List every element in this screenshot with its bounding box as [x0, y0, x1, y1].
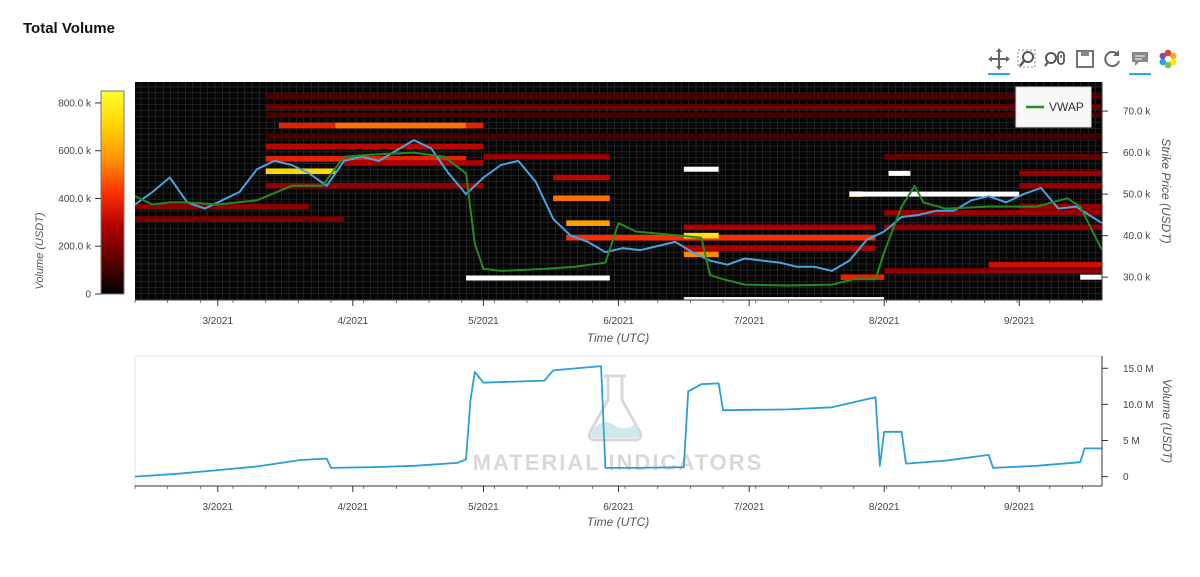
box-zoom-tool-icon: [1017, 49, 1036, 68]
colorbar-tick-label: 600.0 k: [58, 146, 92, 157]
bokeh-logo[interactable]: [1155, 46, 1181, 72]
heatmap-cell[interactable]: [988, 261, 1102, 268]
heatmap-cell[interactable]: [335, 122, 467, 129]
volume-line-chart: 3/2021 4/2021 5/2021 6/2021 7/2021 8/2021 9/20…: [134, 355, 1174, 529]
x-tick-label: 4/2021: [337, 502, 368, 513]
heatmap-cell[interactable]: [265, 93, 1102, 100]
pan-tool-icon: [988, 48, 1010, 70]
heatmap-level-segment[interactable]: [683, 297, 885, 302]
x-tick-label: 3/2021: [202, 316, 233, 327]
heatmap-level-segment[interactable]: [888, 170, 911, 176]
heatmap-chart: 3/2021 4/2021 5/2021 6/2021 7/2021 8/2021 9/20…: [134, 82, 1173, 345]
save-tool[interactable]: [1072, 46, 1098, 72]
heatmap-cell[interactable]: [683, 232, 719, 239]
watermark: MATERIAL INDICATORS: [473, 374, 764, 475]
y-tick-label: 10.0 M: [1123, 400, 1154, 411]
heatmap-level-segment[interactable]: [849, 191, 1020, 197]
legend-label-vwap: VWAP: [1049, 100, 1084, 114]
x-tick-label: 7/2021: [734, 316, 765, 327]
volume-y-label: Volume (USDT): [1160, 379, 1174, 463]
x-tick-label: 9/2021: [1004, 316, 1035, 327]
volume-chart-background: [134, 355, 1103, 487]
y-tick-label: 30.0 k: [1123, 273, 1151, 284]
chart-title: Total Volume: [23, 20, 115, 37]
x-tick-label: 5/2021: [468, 502, 499, 513]
volume-line[interactable]: [135, 365, 1102, 478]
heatmap-cell[interactable]: [483, 153, 610, 160]
y-tick-label: 50.0 k: [1123, 190, 1151, 201]
heatmap-cell[interactable]: [135, 203, 310, 210]
heatmap-cell[interactable]: [265, 183, 484, 189]
heatmap-cell[interactable]: [566, 234, 876, 241]
flask-logo-icon: [587, 374, 643, 442]
heatmap-cell[interactable]: [265, 104, 1102, 110]
wheel-zoom-tool-icon: [1044, 51, 1065, 67]
heatmap-cell[interactable]: [683, 224, 876, 231]
heatmap-level-segment[interactable]: [466, 275, 610, 281]
heatmap-x-label: Time (UTC): [587, 331, 650, 345]
watermark-text: MATERIAL INDICATORS: [473, 450, 764, 475]
colorbar: 0 200.0 k 400.0 k 600.0 k 800.0 k Volume (US…: [34, 90, 125, 301]
heatmap-cell[interactable]: [553, 195, 610, 202]
heatmap-level-segment[interactable]: [683, 166, 719, 172]
heatmap-y-label: Strike Price (USDT): [1159, 138, 1173, 243]
heatmap-level-segment[interactable]: [1080, 274, 1102, 280]
x-tick-label: 9/2021: [1004, 502, 1035, 513]
bokeh-logo-icon: [1159, 49, 1177, 69]
heatmap-cell[interactable]: [884, 210, 1102, 216]
heatmap-cell[interactable]: [553, 174, 610, 181]
reset-tool-icon: [1104, 50, 1120, 68]
heatmap-cell[interactable]: [683, 245, 876, 251]
volume-x-label: Time (UTC): [587, 515, 650, 529]
colorbar-label: Volume (USDT): [34, 212, 46, 290]
x-tick-label: 6/2021: [603, 502, 634, 513]
heatmap-cell[interactable]: [683, 251, 719, 258]
heatmap-cell[interactable]: [265, 112, 1102, 119]
y-tick-label: 60.0 k: [1123, 148, 1151, 159]
x-tick-label: 4/2021: [337, 316, 368, 327]
x-tick-label: 8/2021: [869, 502, 900, 513]
heatmap-cell[interactable]: [344, 160, 484, 166]
y-tick-label: 70.0 k: [1123, 107, 1151, 118]
x-tick-label: 8/2021: [869, 316, 900, 327]
heatmap-cell[interactable]: [265, 133, 1102, 139]
heatmap-cell[interactable]: [840, 274, 885, 280]
heatmap-cell[interactable]: [1019, 183, 1102, 189]
y-tick-label: 0: [1123, 472, 1129, 483]
heatmap-cell[interactable]: [566, 220, 610, 226]
heatmap-cell[interactable]: [265, 168, 336, 175]
colorbar-gradient: [100, 90, 125, 295]
y-tick-label: 15.0 M: [1123, 364, 1154, 375]
heatmap-cell[interactable]: [265, 143, 484, 150]
x-tick-label: 7/2021: [734, 502, 765, 513]
reset-tool[interactable]: [1099, 46, 1125, 72]
pan-tool[interactable]: [986, 46, 1012, 75]
x-tick-label: 6/2021: [603, 316, 634, 327]
heatmap-cell[interactable]: [884, 153, 1102, 160]
hover-tool-icon: [1132, 52, 1148, 66]
box-zoom-tool[interactable]: [1014, 46, 1040, 72]
legend[interactable]: VWAP: [1015, 86, 1092, 128]
colorbar-tick-label: 800.0 k: [58, 98, 92, 109]
price-line[interactable]: [135, 139, 1102, 272]
x-tick-label: 3/2021: [202, 502, 233, 513]
heatmap-cell[interactable]: [1019, 203, 1102, 210]
save-tool-icon: [1076, 50, 1094, 68]
colorbar-tick-label: 200.0 k: [58, 242, 92, 253]
x-tick-label: 5/2021: [468, 316, 499, 327]
y-tick-label: 5 M: [1123, 436, 1140, 447]
chart-toolbar: [984, 46, 1184, 75]
heatmap-cell[interactable]: [265, 156, 467, 162]
heatmap-cell[interactable]: [1019, 170, 1102, 177]
colorbar-tick-label: 0: [85, 290, 91, 301]
heatmap-cell[interactable]: [884, 224, 1102, 231]
colorbar-tick-label: 400.0 k: [58, 194, 92, 205]
heatmap-cell[interactable]: [135, 216, 345, 222]
y-tick-label: 40.0 k: [1123, 231, 1151, 242]
heatmap-cell[interactable]: [884, 268, 1102, 274]
wheel-zoom-tool[interactable]: [1042, 46, 1068, 72]
hover-tool[interactable]: [1127, 46, 1153, 75]
vwap-line[interactable]: [135, 151, 1102, 287]
